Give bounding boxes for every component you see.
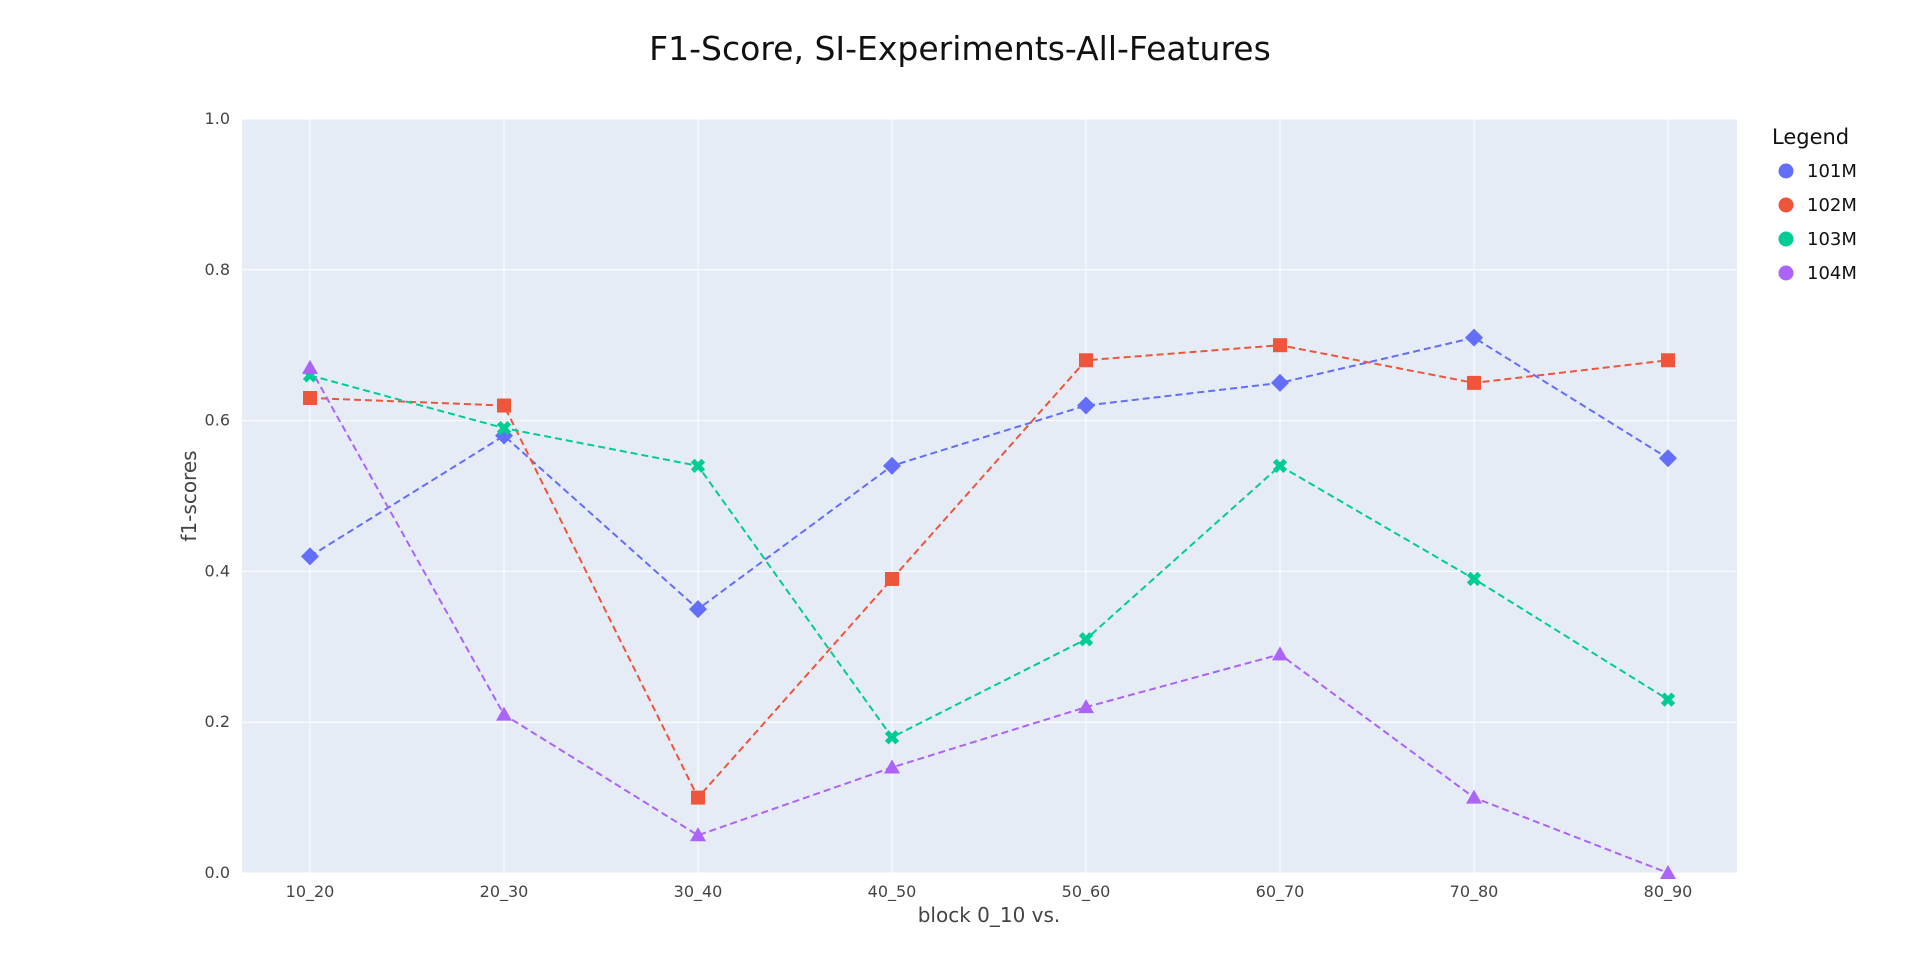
data-point-square — [1661, 353, 1675, 368]
series-lines — [301, 328, 1677, 879]
legend-label-102M: 102M — [1807, 195, 1857, 216]
y-tick-label: 0.0 — [205, 863, 230, 882]
y-tick-label: 0.2 — [205, 712, 230, 731]
legend-label-103M: 103M — [1807, 229, 1857, 250]
data-point-x — [496, 420, 512, 436]
series-line-104M — [309, 367, 1669, 874]
data-point-x — [884, 730, 900, 745]
data-point-square — [1467, 375, 1481, 390]
y-axis-title: f1-scores — [177, 450, 201, 541]
x-marker-bar-vertical — [690, 458, 706, 473]
legend-title: Legend — [1772, 125, 1849, 149]
x-axis-ticks: 10_20 20_30 30_40 40_50 50_60 60_70 70_80 80_90 — [286, 882, 1693, 902]
series-104M — [302, 359, 1676, 879]
series-103M — [302, 368, 1676, 745]
series-line-103M — [309, 374, 1669, 739]
x-tick-label: 50_60 — [1062, 882, 1111, 902]
y-tick-label: 0.4 — [205, 561, 230, 580]
data-point-diamond — [301, 547, 319, 566]
legend-marker-103M — [1778, 231, 1794, 247]
x-marker-bar-vertical — [1660, 692, 1676, 707]
data-point-triangle — [1466, 789, 1482, 804]
x-tick-label: 20_30 — [480, 882, 529, 902]
x-tick-label: 30_40 — [674, 882, 723, 902]
x-tick-label: 80_90 — [1644, 882, 1693, 902]
data-point-diamond — [1077, 396, 1095, 415]
data-point-square — [1273, 338, 1287, 353]
legend-label-104M: 104M — [1807, 263, 1857, 284]
data-point-triangle — [690, 827, 706, 842]
gridlines — [242, 118, 1737, 874]
data-point-x — [1078, 632, 1094, 647]
series-102M — [303, 338, 1675, 805]
data-point-triangle — [1078, 699, 1094, 714]
data-point-x — [1660, 692, 1676, 707]
x-axis-title: block 0_10 vs. — [918, 903, 1061, 927]
data-point-square — [497, 398, 511, 413]
data-point-diamond — [689, 600, 707, 619]
data-point-square — [303, 390, 317, 405]
data-point-triangle — [884, 759, 900, 774]
x-marker-bar-vertical — [1272, 458, 1288, 473]
data-point-triangle — [496, 706, 512, 721]
y-tick-label: 1.0 — [205, 109, 230, 128]
x-tick-label: 70_80 — [1450, 882, 1499, 902]
data-point-square — [885, 571, 899, 586]
series-line-102M — [309, 344, 1669, 800]
x-marker-bar-vertical — [1078, 632, 1094, 647]
data-point-diamond — [1659, 449, 1677, 468]
legend-label-101M: 101M — [1807, 161, 1857, 182]
plot-area — [242, 119, 1737, 873]
y-axis-ticks: 0.0 0.2 0.4 0.6 0.8 1.0 — [205, 109, 230, 882]
data-point-x — [690, 458, 706, 473]
x-marker-bar-vertical — [1466, 571, 1482, 587]
series-line-101M — [309, 336, 1669, 611]
x-tick-label: 10_20 — [286, 882, 335, 902]
x-tick-label: 60_70 — [1256, 882, 1305, 902]
y-tick-label: 0.8 — [205, 260, 230, 279]
x-marker-bar-vertical — [496, 420, 512, 436]
chart-title: F1-Score, SI-Experiments-All-Features — [649, 29, 1271, 68]
y-tick-label: 0.6 — [205, 411, 230, 430]
data-point-square — [1079, 353, 1093, 368]
data-point-diamond — [1271, 373, 1289, 392]
legend-marker-102M — [1778, 197, 1794, 213]
data-point-triangle — [1660, 865, 1676, 879]
legend-marker-101M — [1778, 163, 1794, 179]
x-marker-bar-vertical — [884, 730, 900, 745]
legend-marker-104M — [1778, 265, 1794, 281]
data-point-square — [691, 790, 705, 805]
data-point-triangle — [1272, 646, 1288, 661]
data-point-diamond — [1465, 328, 1483, 347]
legend: Legend 101M 102M 103M 104M — [1772, 125, 1857, 284]
data-point-diamond — [883, 456, 901, 475]
data-point-triangle — [302, 359, 318, 374]
data-point-x — [1466, 571, 1482, 587]
data-point-x — [1272, 458, 1288, 473]
x-tick-label: 40_50 — [868, 882, 917, 902]
